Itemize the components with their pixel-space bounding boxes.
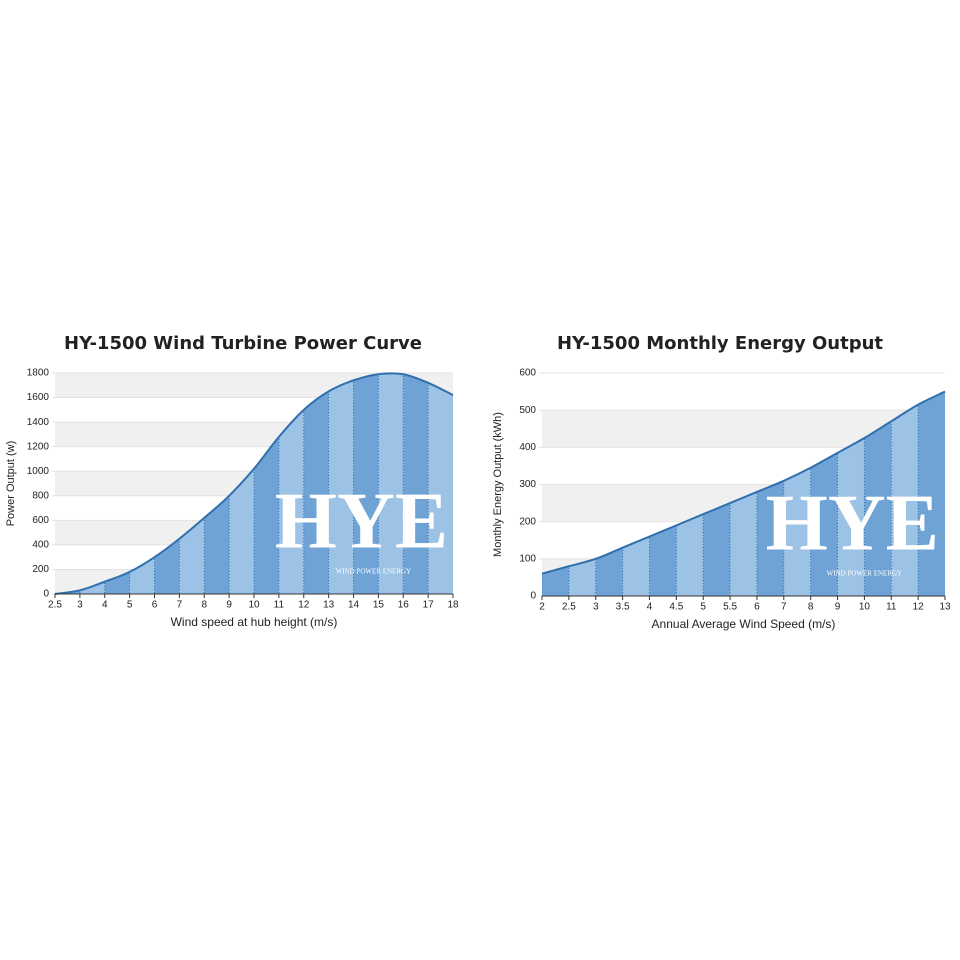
x-tick-label: 4 (647, 602, 653, 613)
x-tick-label: 6 (152, 600, 158, 611)
y-tick-label: 1200 (27, 441, 50, 452)
x-tick-label: 4 (102, 600, 108, 611)
x-tick-label: 12 (913, 602, 925, 613)
chart-title: HY-1500 Monthly Energy Output (557, 333, 883, 354)
y-tick-label: 800 (32, 490, 49, 501)
x-tick-label: 8 (808, 602, 814, 613)
y-tick-label: 0 (530, 591, 536, 602)
y-tick-label: 300 (519, 479, 536, 490)
x-tick-label: 2.5 (48, 600, 62, 611)
x-tick-label: 3.5 (616, 602, 630, 613)
x-tick-label: 9 (226, 600, 232, 611)
x-tick-label: 7 (781, 602, 787, 613)
watermark: HYE (275, 477, 448, 565)
x-tick-label: 6 (754, 602, 760, 613)
x-axis-label: Wind speed at hub height (m/s) (171, 615, 338, 629)
x-tick-label: 3 (593, 602, 599, 613)
x-tick-label: 3 (77, 600, 83, 611)
line (541, 390, 946, 575)
y-tick-label: 200 (32, 564, 49, 575)
watermark: HYE (766, 479, 939, 567)
y-tick-label: 200 (519, 516, 536, 527)
x-tick-label: 9 (835, 602, 841, 613)
x-tick-label: 14 (348, 600, 360, 611)
x-tick-label: 4.5 (669, 602, 683, 613)
x-tick-label: 2.5 (562, 602, 576, 613)
y-tick-label: 0 (43, 589, 49, 600)
y-tick-label: 600 (32, 515, 49, 526)
y-tick-label: 400 (32, 540, 49, 551)
x-tick-label: 16 (398, 600, 410, 611)
y-tick-label: 1000 (27, 466, 50, 477)
watermark-sub: WIND POWER ENERGY (827, 570, 902, 578)
y-tick-label: 100 (519, 553, 536, 564)
y-axis-label: Power Output (w) (5, 441, 17, 527)
stripe (353, 373, 379, 594)
x-tick-label: 8 (201, 600, 207, 611)
y-tick-label: 500 (519, 405, 536, 416)
x-tick-label: 18 (447, 600, 459, 611)
x-tick-label: 15 (373, 600, 385, 611)
y-tick-label: 1400 (27, 417, 50, 428)
x-tick-label: 17 (423, 600, 435, 611)
x-tick-label: 5 (700, 602, 706, 613)
y-tick-label: 400 (519, 442, 536, 453)
y-axis-label: Monthly Energy Output (kWh) (492, 412, 504, 557)
x-tick-label: 2 (539, 602, 545, 613)
x-tick-label: 5.5 (723, 602, 737, 613)
stripe (303, 373, 329, 594)
x-tick-label: 5 (127, 600, 133, 611)
x-tick-label: 11 (274, 600, 285, 611)
chart-title: HY-1500 Wind Turbine Power Curve (64, 333, 422, 354)
y-tick-label: 1800 (27, 368, 50, 379)
area (542, 391, 945, 596)
x-tick-label: 13 (323, 600, 335, 611)
x-tick-label: 10 (248, 600, 260, 611)
x-tick-label: 11 (886, 602, 897, 613)
stripe (403, 373, 429, 594)
y-tick-label: 1600 (27, 392, 50, 403)
line (54, 372, 454, 595)
watermark-sub: WIND POWER ENERGY (336, 568, 411, 576)
x-axis-label: Annual Average Wind Speed (m/s) (652, 617, 836, 631)
x-tick-label: 12 (298, 600, 310, 611)
x-tick-label: 7 (177, 600, 183, 611)
x-tick-label: 13 (939, 602, 951, 613)
x-tick-label: 10 (859, 602, 871, 613)
y-tick-label: 600 (519, 368, 536, 379)
stripe (918, 391, 945, 596)
